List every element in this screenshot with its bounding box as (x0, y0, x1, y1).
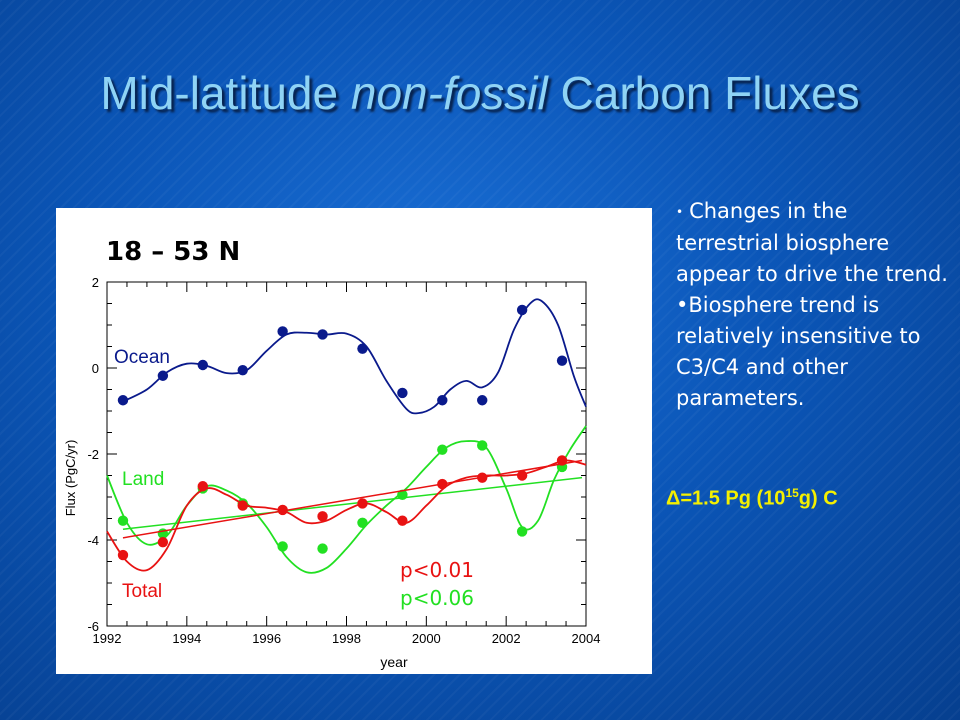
x-tick-label: 1994 (172, 631, 201, 646)
land-label: Land (122, 469, 164, 490)
curly-brace: } (588, 455, 641, 550)
land-point (477, 440, 488, 451)
ocean-point (277, 326, 288, 337)
total-point (357, 498, 368, 509)
total-curve (106, 459, 587, 572)
ocean-point (516, 304, 528, 316)
x-tick-label: 1996 (252, 631, 281, 646)
x-tick-label: 2002 (492, 631, 521, 646)
bullet-dot: • (676, 204, 684, 219)
total-series (106, 455, 587, 572)
y-axis-label: Flux (PgC/yr) (63, 440, 78, 517)
land-point (277, 541, 288, 552)
x-tick-label: 1998 (332, 631, 361, 646)
flux-chart: 18 – 53 N 1992 1994 1996 1998 2000 2002 2004 -6… (63, 237, 600, 670)
total-label: Total (122, 581, 162, 602)
y-tick-label: -2 (87, 447, 99, 462)
total-point (317, 511, 328, 522)
chart-panel: 18 – 53 N 1992 1994 1996 1998 2000 2002 2004 -6… (56, 208, 652, 674)
x-tick-label: 1992 (93, 631, 122, 646)
x-tick-label: 2000 (412, 631, 441, 646)
x-axis-label: year (380, 654, 408, 670)
total-point (477, 472, 488, 483)
land-point (437, 444, 448, 455)
ocean-curve (122, 298, 587, 415)
total-point (157, 536, 169, 548)
x-tick-label: 2004 (572, 631, 601, 646)
p-land-label: p<0.06 (400, 586, 474, 610)
p-total-label: p<0.01 (400, 558, 474, 582)
total-trend-line (122, 459, 583, 539)
land-point (397, 489, 408, 501)
delta-annotation: Δ=1.5 Pg (1015g) C (666, 486, 838, 510)
ocean-point (357, 343, 368, 354)
chart-axes: 1992 1994 1996 1998 2000 2002 2004 -6 -4 -2 0 2 (87, 275, 600, 646)
slide-title: Mid-latitude non-fossil Carbon Fluxes (100, 67, 860, 119)
ocean-point (237, 364, 248, 376)
total-point (437, 478, 448, 490)
chart-series (106, 298, 587, 574)
bullet-list: • Changes in the terrestrial biosphere ap… (676, 196, 956, 414)
total-point (516, 470, 528, 481)
land-point (317, 543, 328, 554)
ocean-label: Ocean (114, 347, 170, 368)
ocean-point (117, 395, 129, 406)
land-point (357, 517, 368, 528)
land-trend-line (122, 476, 583, 530)
total-point (556, 455, 568, 466)
chart-title: 18 – 53 N (106, 237, 240, 267)
ocean-series (117, 298, 587, 415)
ocean-point (477, 395, 488, 406)
ocean-point (197, 359, 208, 371)
total-point (397, 515, 408, 526)
total-point (197, 481, 208, 492)
bullet-1: • Changes in the terrestrial biosphere ap… (676, 199, 948, 286)
y-tick-label: -4 (87, 533, 99, 548)
total-point (237, 500, 248, 511)
ocean-point (556, 355, 568, 366)
y-tick-label: 2 (92, 275, 99, 290)
y-tick-label: -6 (87, 619, 99, 634)
ocean-point (397, 387, 408, 399)
land-point (516, 526, 528, 537)
y-tick-label: 0 (92, 361, 99, 376)
total-point (117, 549, 129, 561)
ocean-point (157, 370, 169, 381)
total-point (277, 504, 288, 516)
land-point (117, 515, 129, 526)
bullet-2: •Biosphere trend is relatively insensiti… (676, 292, 921, 410)
ocean-point (317, 329, 328, 340)
ocean-point (437, 395, 448, 406)
